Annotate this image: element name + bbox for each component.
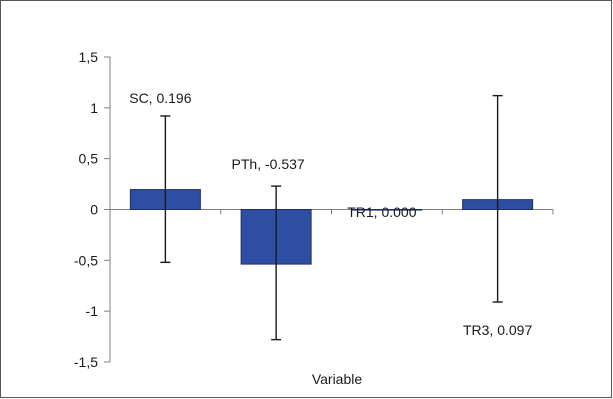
x-axis-title: Variable [312,371,363,387]
data-label: TR1, 0.000 [347,204,416,220]
y-tick-label: -1 [86,303,99,319]
y-tick-label: 1 [90,100,98,116]
data-label: TR3, 0.097 [463,322,532,338]
y-tick-label: 0,5 [79,151,99,167]
data-label: PTh, -0.537 [232,156,305,172]
y-tick-label: -1,5 [74,354,98,370]
y-tick-label: 0 [90,202,98,218]
data-label: SC, 0.196 [129,90,191,106]
y-tick-label: -0,5 [74,252,98,268]
bar [351,209,423,211]
y-tick-label: 1,5 [79,49,99,65]
